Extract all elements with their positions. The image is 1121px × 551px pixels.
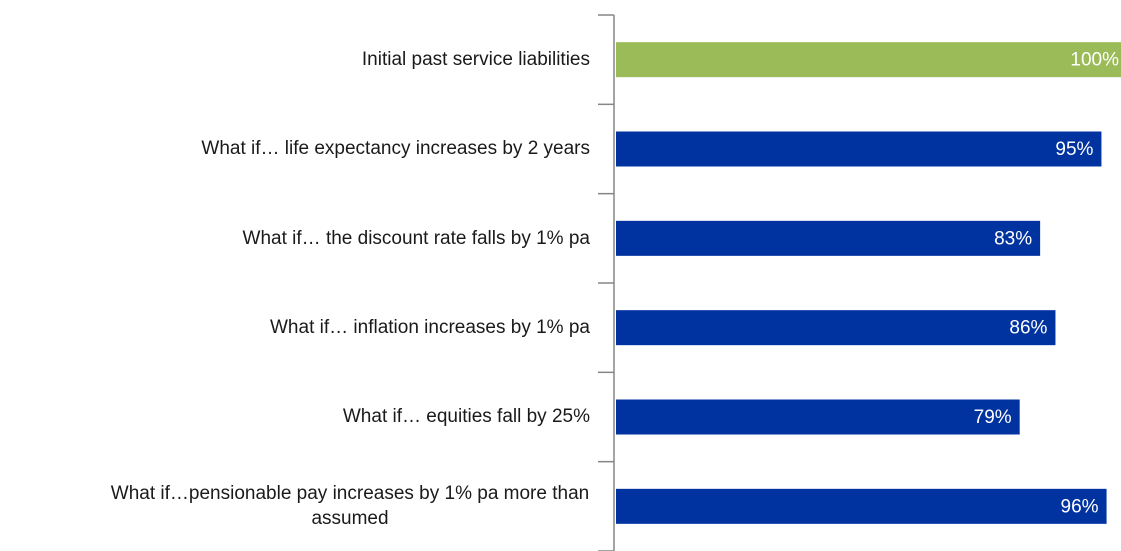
category-label: What if… life expectancy increases by 2 … (201, 138, 590, 160)
value-label: 83% (994, 228, 1032, 249)
value-label: 86% (1009, 318, 1047, 339)
bar (616, 310, 1056, 346)
value-label: 96% (1061, 496, 1099, 517)
category-label: What if…pensionable pay increases by 1% … (110, 482, 590, 530)
category-row: What if… inflation increases by 1% pa (0, 288, 590, 368)
bar (616, 399, 1020, 435)
bar (616, 131, 1102, 167)
category-row: What if… life expectancy increases by 2 … (0, 109, 590, 189)
bar (616, 220, 1041, 256)
category-row: What if… the discount rate falls by 1% p… (0, 198, 590, 278)
category-label: What if… equities fall by 25% (342, 406, 590, 428)
category-row: Initial past service liabilities (0, 20, 590, 100)
bar (616, 42, 1121, 78)
category-label: Initial past service liabilities (361, 48, 590, 70)
category-label: What if… inflation increases by 1% pa (270, 316, 590, 338)
value-label: 95% (1055, 139, 1093, 160)
value-label: 79% (974, 407, 1012, 428)
category-row: What if…pensionable pay increases by 1% … (0, 466, 590, 546)
category-label: What if… the discount rate falls by 1% p… (242, 227, 590, 249)
category-row: What if… equities fall by 25% (0, 377, 590, 457)
value-label: 100% (1070, 50, 1119, 71)
bar (616, 488, 1107, 524)
